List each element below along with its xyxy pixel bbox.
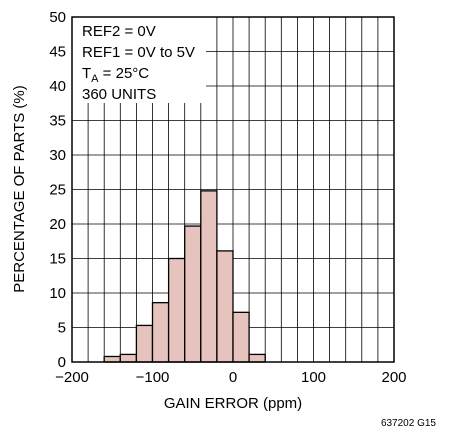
histogram-bar xyxy=(103,355,121,363)
histogram-bar xyxy=(184,225,202,363)
histogram-bar xyxy=(119,353,138,363)
y-tick-label: 30 xyxy=(49,147,66,164)
y-tick-label: 5 xyxy=(58,320,66,337)
y-tick-labels: 0 5 10 15 20 25 30 35 40 45 50 xyxy=(49,9,66,371)
y-tick-label: 20 xyxy=(49,216,66,233)
x-tick-label: 0 xyxy=(229,369,237,386)
y-tick-label: 35 xyxy=(49,113,66,130)
annotations: REF2 = 0V REF1 = 0V to 5V TA = 25°C 360 … xyxy=(82,23,195,103)
y-tick-label: 25 xyxy=(49,182,66,199)
y-tick-label: 40 xyxy=(49,78,66,95)
plot-frame xyxy=(71,16,395,363)
y-tick-label: 0 xyxy=(58,354,66,371)
x-axis-title: GAIN ERROR (ppm) xyxy=(164,395,302,412)
histogram-bar xyxy=(167,257,186,363)
annotation-ref1: REF1 = 0V to 5V xyxy=(82,44,195,61)
annotation-temp-value: = 25°C xyxy=(99,65,150,82)
annotation-temperature: TA = 25°C xyxy=(82,65,149,85)
x-tick-label: −200 xyxy=(55,369,89,386)
y-tick-label: 45 xyxy=(49,44,66,61)
y-tick-label: 50 xyxy=(49,9,66,26)
histogram-bar xyxy=(216,250,234,363)
histogram-bar xyxy=(200,190,218,363)
histogram-bar xyxy=(151,302,170,363)
bars xyxy=(103,190,266,363)
histogram-bar xyxy=(135,324,154,363)
y-axis-title: PERCENTAGE OF PARTS (%) xyxy=(11,85,28,293)
y-tick-label: 15 xyxy=(49,251,66,268)
x-tick-labels: −200 −100 0 100 200 xyxy=(55,369,406,386)
annotation-temp-symbol: T xyxy=(82,65,91,82)
annotation-ref2: REF2 = 0V xyxy=(82,23,156,40)
annotation-box xyxy=(72,17,206,103)
histogram-bar xyxy=(232,311,250,363)
y-tick-label: 10 xyxy=(49,285,66,302)
annotation-units: 360 UNITS xyxy=(82,86,156,103)
figure-code: 637202 G15 xyxy=(381,418,436,429)
histogram-bar xyxy=(248,353,266,363)
annotation-temp-subscript: A xyxy=(91,73,99,85)
x-tick-label: −100 xyxy=(136,369,170,386)
x-tick-label: 200 xyxy=(381,369,406,386)
x-tick-label: 100 xyxy=(301,369,326,386)
